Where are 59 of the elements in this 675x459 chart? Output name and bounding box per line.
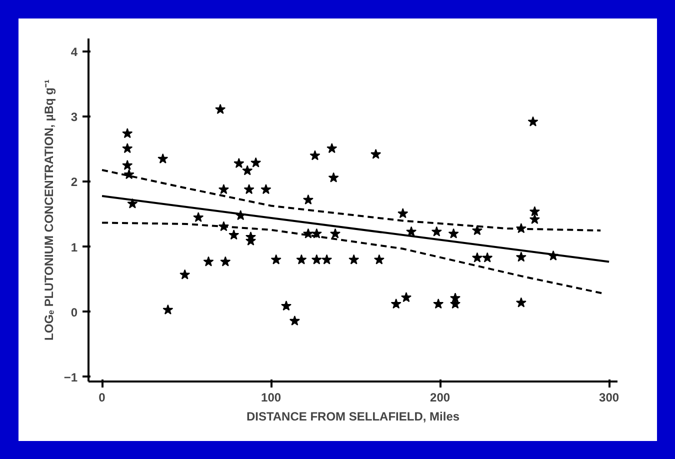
point xyxy=(203,256,214,266)
point xyxy=(529,214,540,224)
x-tick-label: 0 xyxy=(98,390,106,404)
point xyxy=(310,150,320,160)
point xyxy=(220,256,231,266)
point xyxy=(215,104,226,114)
point xyxy=(124,169,134,180)
point xyxy=(374,254,384,264)
point xyxy=(280,300,292,311)
point xyxy=(270,254,282,264)
point xyxy=(242,165,253,176)
point xyxy=(122,128,133,138)
x-tick-label: 100 xyxy=(261,390,282,404)
point xyxy=(234,158,244,168)
point xyxy=(180,269,190,280)
y-tick-label: 1 xyxy=(70,240,78,254)
point xyxy=(528,116,538,126)
x-tick-label: 200 xyxy=(430,390,450,404)
point xyxy=(431,226,442,236)
point xyxy=(482,252,493,262)
x-axis-title: DISTANCE FROM SELLAFIELD, Miles xyxy=(246,410,460,424)
point xyxy=(296,254,307,264)
y-axis-title: LOGₑ PLUTONIUM CONCENTRATION, µBq g⁻¹ xyxy=(42,80,56,340)
point xyxy=(472,252,482,262)
point xyxy=(398,208,408,218)
point xyxy=(289,315,300,326)
point xyxy=(433,298,444,309)
point xyxy=(162,304,174,314)
point xyxy=(193,212,204,222)
point xyxy=(244,184,254,194)
y-tick-label: 2 xyxy=(70,175,78,190)
point xyxy=(330,228,341,238)
point xyxy=(472,225,482,236)
point xyxy=(370,148,382,159)
point xyxy=(322,254,332,264)
y-tick-label: 3 xyxy=(70,110,78,124)
point xyxy=(218,184,229,194)
point xyxy=(448,228,459,238)
line-series xyxy=(101,168,602,232)
point xyxy=(390,298,402,309)
point xyxy=(326,142,338,154)
y-tick-label: −1 xyxy=(64,370,78,384)
y-tick-label: 4 xyxy=(70,45,78,60)
point xyxy=(250,157,262,168)
point xyxy=(516,297,526,308)
point xyxy=(302,194,314,204)
point xyxy=(122,142,133,154)
point xyxy=(122,160,133,170)
point xyxy=(228,230,240,240)
x-tick-label: 300 xyxy=(599,390,620,404)
point xyxy=(158,153,168,164)
y-tick-label: 0 xyxy=(70,305,78,320)
point xyxy=(529,206,540,216)
point xyxy=(400,292,412,302)
point xyxy=(516,252,526,262)
point xyxy=(260,184,272,194)
point xyxy=(348,254,360,264)
point xyxy=(328,172,339,182)
point xyxy=(311,254,322,264)
